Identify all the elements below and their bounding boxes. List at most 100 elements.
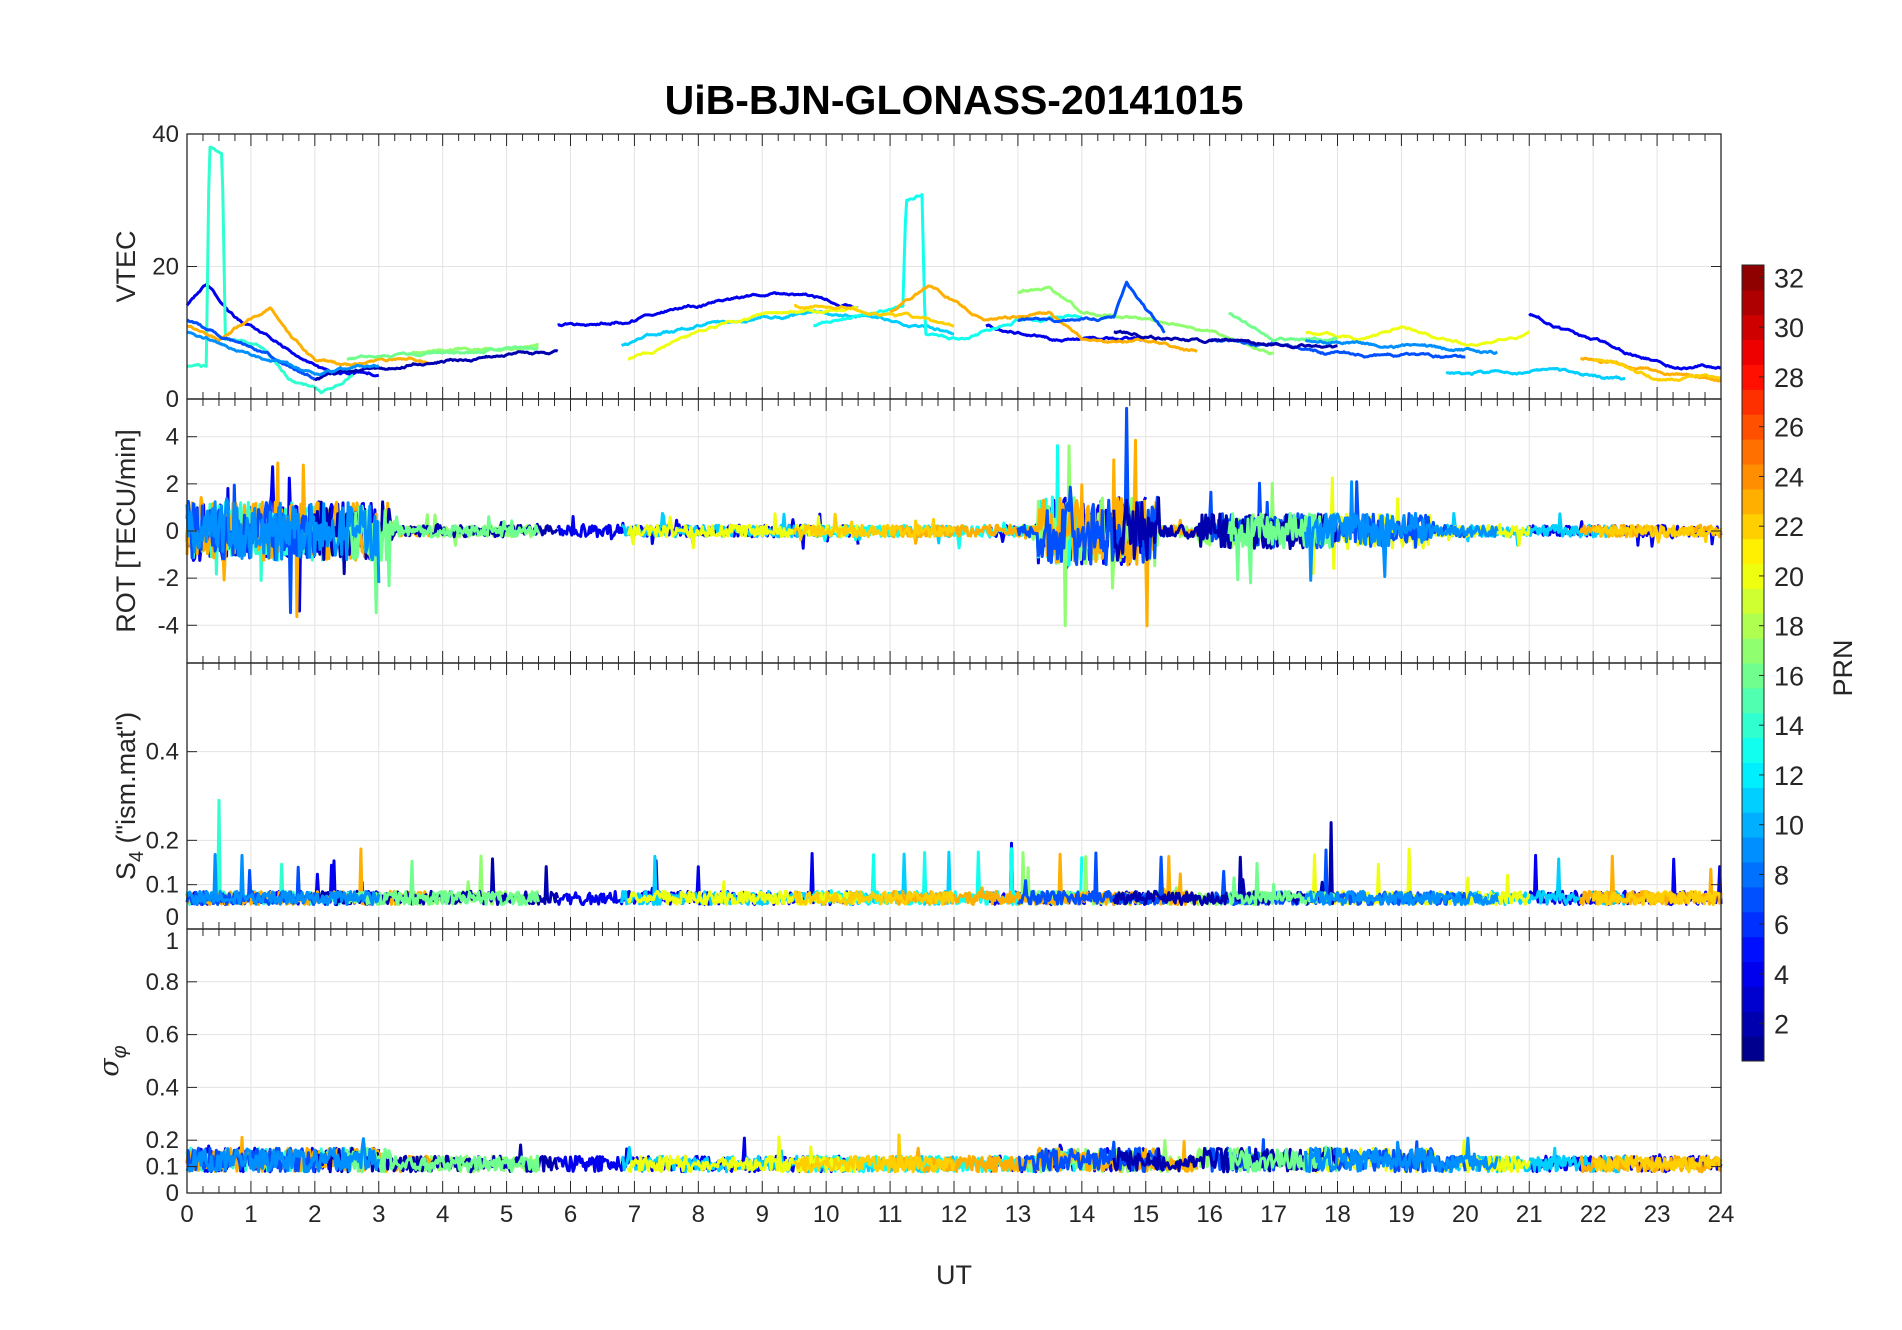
x-tick-label: 8 — [692, 1201, 705, 1228]
colorbar-tick-label: 28 — [1774, 363, 1804, 393]
colorbar-segment — [1742, 364, 1764, 390]
colorbar-segment — [1742, 563, 1764, 589]
colorbar-label: PRN — [1828, 639, 1858, 696]
sigma-y-tick-label: 0.4 — [146, 1074, 179, 1101]
colorbar-segment — [1742, 687, 1764, 714]
rot-y-tick-label: 4 — [166, 424, 179, 451]
colorbar-segment — [1742, 588, 1764, 614]
colorbar-segment — [1742, 464, 1764, 490]
colorbar-segment — [1742, 812, 1764, 838]
colorbar-segment — [1742, 936, 1764, 962]
colorbar-segment — [1742, 1036, 1764, 1062]
s4-y-tick-label: 0.1 — [146, 872, 179, 899]
sigma-y-tick-label: 1 — [166, 928, 179, 955]
vtec-line-prn-13 — [813, 193, 1083, 341]
vtec-y-axis-label: VTEC — [111, 230, 141, 302]
colorbar-segment — [1742, 265, 1764, 291]
x-tick-label: 5 — [500, 1201, 513, 1228]
colorbar-tick-label: 2 — [1774, 1010, 1789, 1040]
colorbar-segment — [1742, 538, 1764, 564]
s4-line-prn-17 — [409, 854, 539, 906]
s4-y-tick-label: 0.2 — [146, 827, 179, 854]
x-tick-label: 9 — [756, 1201, 769, 1228]
x-tick-label: 7 — [628, 1201, 641, 1228]
s4-line-prn-9 — [1304, 889, 1499, 907]
vtec-line-prn-7 — [1209, 338, 1466, 359]
s4-line-prn-22 — [1591, 889, 1723, 907]
vtec-y-tick-label: 20 — [152, 254, 179, 281]
ylabel-suffix: ("ism.mat") — [111, 712, 141, 851]
colorbar-segment — [1742, 439, 1764, 465]
colorbar-tick-label: 6 — [1774, 910, 1789, 940]
ylabel-main: ROT [TECU/min] — [111, 429, 141, 633]
colorbar-segment — [1742, 488, 1764, 515]
vtec-line-prn-4 — [557, 291, 859, 328]
vtec-line-prn-16 — [346, 345, 539, 361]
sigma-line-prn-9 — [1304, 1136, 1499, 1174]
colorbar-tick-label: 22 — [1774, 512, 1804, 542]
sigma-line-prn-9 — [185, 1137, 381, 1174]
x-tick-label: 14 — [1068, 1201, 1095, 1228]
colorbar-segment — [1742, 787, 1764, 813]
rot-line-prn-16 — [1227, 511, 1339, 585]
vtec-y-tick-label: 40 — [152, 121, 179, 148]
s4-y-axis-label: S4 ("ism.mat") — [111, 712, 148, 880]
colorbar-segment — [1742, 289, 1764, 316]
x-tick-label: 18 — [1324, 1201, 1351, 1228]
rot-line-prn-9 — [1304, 480, 1499, 582]
x-tick-label: 22 — [1580, 1201, 1607, 1228]
colorbar-segment — [1742, 663, 1764, 689]
ylabel-main: S — [111, 862, 141, 880]
x-axis-label: UT — [936, 1260, 972, 1290]
x-tick-label: 20 — [1452, 1201, 1479, 1228]
colorbar-segment — [1742, 638, 1764, 664]
colorbar-tick-label: 8 — [1774, 860, 1789, 890]
x-tick-label: 6 — [564, 1201, 577, 1228]
colorbar-segment — [1742, 339, 1764, 365]
colorbar-tick-label: 14 — [1774, 711, 1804, 741]
x-tick-label: 0 — [180, 1201, 193, 1228]
colorbar-tick-label: 18 — [1774, 612, 1804, 642]
vtec-line-prn-2 — [314, 349, 559, 381]
colorbar-segment — [1742, 712, 1764, 739]
colorbar-tick-label: 20 — [1774, 562, 1804, 592]
x-tick-label: 3 — [372, 1201, 385, 1228]
colorbar-segment — [1742, 762, 1764, 788]
vtec-line-prn-16 — [1227, 311, 1338, 343]
x-tick-label: 10 — [813, 1201, 840, 1228]
colorbar-tick-label: 30 — [1774, 313, 1804, 343]
plot-lines — [185, 145, 1723, 1174]
x-tick-label: 16 — [1196, 1201, 1223, 1228]
colorbar-tick-label: 16 — [1774, 661, 1804, 691]
x-tick-label: 17 — [1260, 1201, 1287, 1228]
vtec-line-prn-4 — [185, 283, 380, 378]
x-tick-label: 21 — [1516, 1201, 1543, 1228]
sigma-y-tick-label: 0.2 — [146, 1127, 179, 1154]
rot-line-prn-9 — [185, 497, 381, 583]
colorbar-segment — [1742, 911, 1764, 938]
s4-line-prn-2 — [1112, 821, 1339, 907]
colorbar-segment — [1742, 862, 1764, 888]
s4-line-prn-14 — [185, 798, 355, 906]
vtec-line-prn-23 — [186, 306, 431, 368]
colorbar-tick-label: 4 — [1774, 960, 1789, 990]
x-tick-label: 1 — [244, 1201, 257, 1228]
vtec-line-prn-9 — [186, 330, 380, 377]
vtec-line-prn-20 — [627, 305, 859, 361]
colorbar-segment — [1742, 314, 1764, 341]
colorbar-segment — [1742, 1011, 1764, 1037]
rot-line-prn-2 — [1112, 496, 1339, 562]
rot-y-tick-label: -2 — [158, 565, 179, 592]
colorbar-segment — [1742, 613, 1764, 639]
ylabel-subscript: φ — [109, 1045, 131, 1058]
sigma-y-tick-label: 0.1 — [146, 1154, 179, 1181]
rot-y-axis-label: ROT [TECU/min] — [111, 429, 141, 633]
vtec-line-prn-7 — [186, 318, 316, 381]
chart-title: UiB-BJN-GLONASS-20141015 — [665, 77, 1244, 123]
colorbar-tick-label: 12 — [1774, 761, 1804, 791]
sigma-y-axis-label: σφ — [94, 1045, 131, 1076]
x-tick-label: 12 — [941, 1201, 968, 1228]
x-tick-label: 4 — [436, 1201, 449, 1228]
